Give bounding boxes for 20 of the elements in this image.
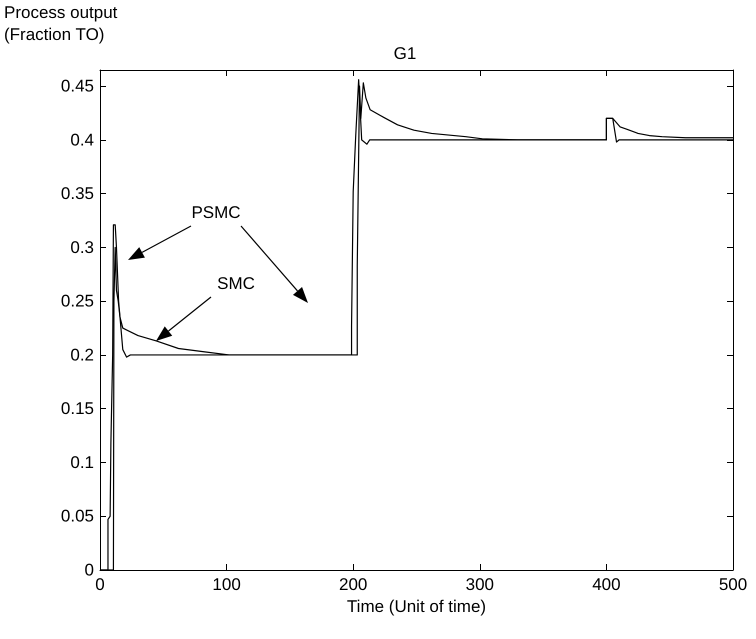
x-tick-label: 200: [339, 575, 368, 594]
y-tick-label: 0.2: [70, 345, 94, 364]
chart-title: G1: [394, 44, 416, 63]
y-tick-label: 0.1: [70, 452, 94, 472]
annotation: SMC: [217, 274, 255, 293]
y-tick-label: 0.45: [60, 76, 94, 96]
y-axis-title: Process output (Fraction TO): [4, 2, 118, 46]
x-tick-label: 400: [592, 575, 621, 594]
y-tick-label: 0.05: [60, 506, 94, 526]
y-tick-label: 0.25: [60, 292, 94, 311]
x-tick-label: 500: [718, 575, 748, 594]
annotation: PSMC: [191, 203, 241, 222]
y-tick-label: 0: [84, 560, 94, 580]
x-axis-title: Time (Unit of time): [346, 597, 486, 616]
y-tick-label: 0.4: [70, 130, 94, 150]
x-tick-label: 100: [212, 575, 241, 594]
x-tick-label: 300: [466, 575, 494, 594]
y-tick-label: 0.15: [60, 399, 94, 418]
y-tick-label: 0.3: [70, 238, 94, 257]
y-tick-label: 0.35: [60, 184, 94, 204]
